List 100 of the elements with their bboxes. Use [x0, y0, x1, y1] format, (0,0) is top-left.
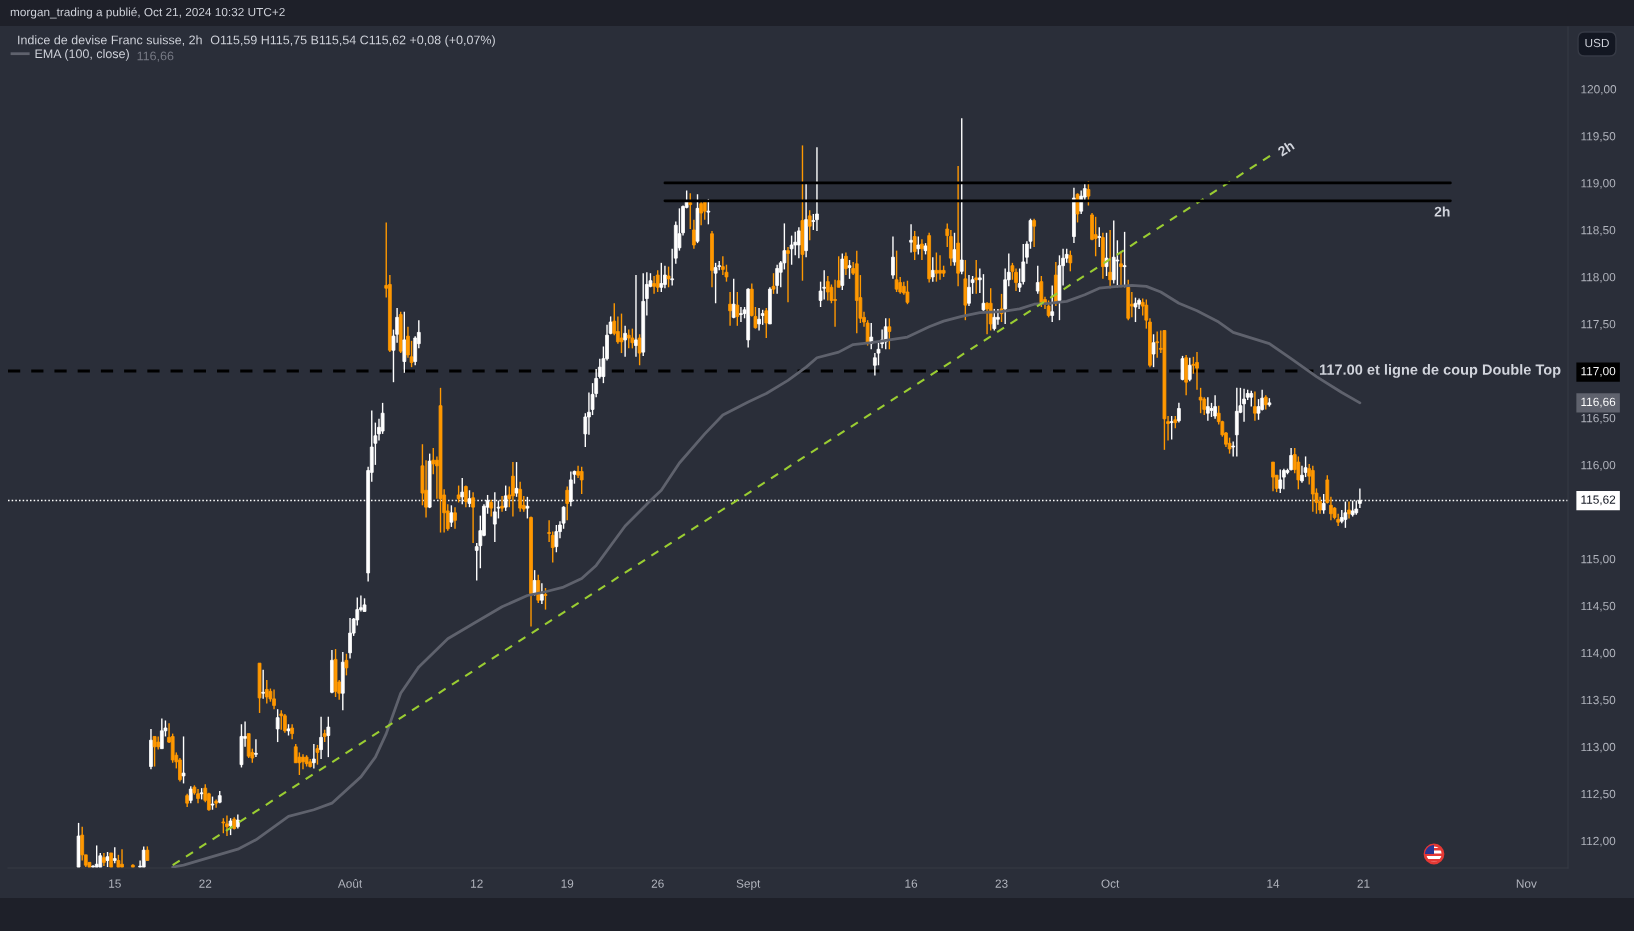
candlestick [825, 275, 830, 302]
candlestick [659, 262, 664, 293]
y-tick-label: 117,50 [1581, 319, 1616, 330]
candlestick [981, 273, 986, 312]
candlestick [275, 708, 280, 743]
candlestick [815, 146, 819, 232]
candlestick [959, 117, 964, 275]
x-tick-label: Sept [736, 879, 761, 891]
candlestick [663, 264, 667, 289]
candlestick [909, 223, 913, 254]
candlestick [449, 504, 454, 528]
candlestick [807, 209, 812, 241]
candlestick [315, 744, 320, 766]
y-tick-label: 112,50 [1581, 789, 1616, 800]
candlestick [938, 254, 942, 281]
candlestick [1014, 267, 1018, 292]
x-tick-label: Nov [1516, 879, 1537, 888]
candlestick [536, 574, 541, 604]
candlestick [655, 269, 660, 293]
candlestick [634, 274, 638, 358]
candlestick [543, 587, 548, 611]
candlestick [688, 192, 693, 230]
annotation: O115,59 H115,75 B115,54 C115,62 +0,08 (+0,07%) [210, 35, 495, 47]
candlestick [967, 274, 971, 307]
candlestick [141, 845, 146, 868]
candlestick [1155, 330, 1160, 359]
candlestick [471, 491, 475, 544]
y-tick-label: 119,00 [1581, 179, 1616, 189]
candlestick [623, 325, 627, 358]
y-tick-label: 116,00 [1581, 460, 1616, 471]
candlestick [1108, 229, 1112, 289]
text: 116,66 [1581, 397, 1616, 408]
y-tick-label: 119,50 [1581, 132, 1616, 142]
candlestick [652, 275, 656, 295]
candlestick [540, 582, 544, 605]
candlestick [974, 259, 979, 295]
candlestick [739, 306, 743, 323]
y-tick-label: 120,00 [1581, 85, 1617, 95]
text: Indice de devise Franc suisse, 2h [18, 35, 202, 46]
ref-line-label: 115,62 [1581, 495, 1616, 506]
candlestick [728, 291, 732, 327]
candlestick [120, 848, 124, 868]
ref-line-label: 117.00 et ligne de coup Double Top [1319, 364, 1561, 378]
candlestick [1177, 402, 1181, 424]
candlestick [565, 485, 570, 522]
candlestick [952, 232, 957, 267]
candlestick [1093, 216, 1098, 257]
candlestick [1289, 447, 1293, 472]
candlestick [1347, 500, 1351, 520]
candlestick [254, 738, 258, 758]
candlestick [348, 617, 352, 660]
candlestick [630, 327, 635, 350]
x-tick-label: 16 [905, 879, 918, 888]
text: morgan_trading a publié, Oct 21, 2024 10:32 UTC+2 [10, 7, 285, 19]
candlestick [1180, 355, 1185, 382]
candlestick [786, 246, 790, 304]
candlestick [1097, 226, 1102, 248]
candlestick [992, 308, 997, 332]
candlestick [930, 256, 935, 283]
candlestick [985, 301, 989, 335]
x-tick-label: 22 [199, 879, 212, 888]
candlestick [181, 735, 186, 785]
candlestick [1075, 192, 1080, 224]
y-tick-label: 113,00 [1581, 742, 1616, 753]
candlestick [844, 251, 848, 276]
candlestick [453, 506, 457, 530]
candlestick [1310, 465, 1315, 513]
candlestick [833, 279, 837, 328]
x-tick-label: 26 [651, 879, 664, 888]
candlestick [511, 461, 515, 518]
x-tick-label: Août [337, 879, 363, 888]
candlestick [692, 218, 696, 250]
candlestick [1151, 333, 1156, 368]
candlestick [771, 272, 776, 295]
candlestick [757, 307, 761, 332]
candlestick [920, 238, 924, 261]
candlestick [891, 235, 895, 280]
candlestick [1213, 394, 1217, 420]
candlestick [626, 328, 631, 350]
candlestick [637, 333, 642, 366]
candlestick [1242, 388, 1246, 423]
candlestick [80, 825, 85, 862]
candlestick [319, 716, 323, 760]
y-tick-label: 117,00 [1581, 366, 1616, 377]
candlestick [996, 308, 1000, 326]
candlestick [225, 814, 229, 837]
y-tick-label: 115,00 [1581, 554, 1616, 565]
candlestick [1278, 468, 1283, 494]
x-tick-label: Oct [1101, 879, 1120, 888]
candlestick [1195, 351, 1199, 391]
y-tick-label: 118,50 [1581, 226, 1616, 236]
candlestick [246, 732, 251, 759]
x-tick-label: 19 [561, 879, 574, 888]
candlestick [261, 669, 266, 700]
candlestick [735, 291, 740, 327]
candlestick [283, 713, 287, 734]
candlestick [775, 264, 780, 295]
candlestick [279, 709, 284, 731]
candlestick [1271, 461, 1275, 492]
candlestick [1187, 357, 1192, 382]
